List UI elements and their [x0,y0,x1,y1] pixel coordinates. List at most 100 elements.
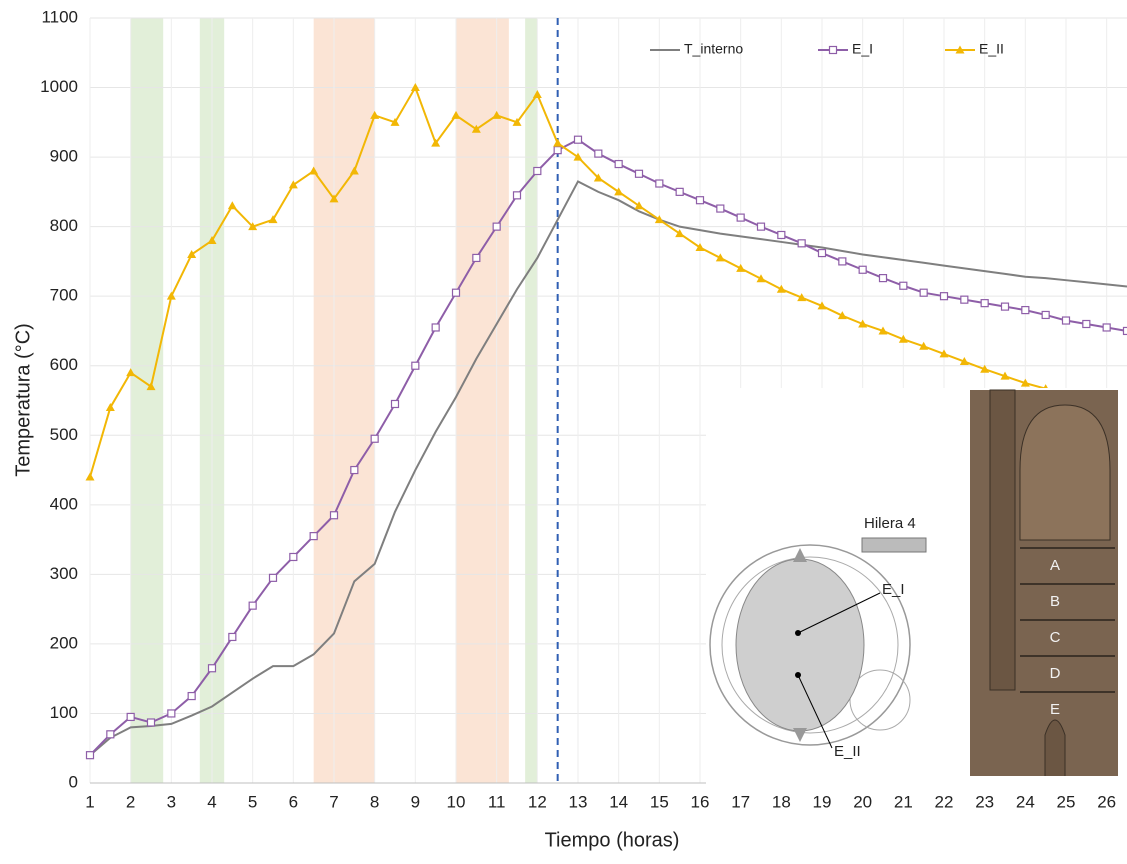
x-tick-label: 21 [894,792,913,811]
marker [920,289,927,296]
marker [310,533,317,540]
marker [493,223,500,230]
x-tick-label: 14 [609,792,628,811]
marker [758,223,765,230]
marker [900,282,907,289]
marker [1083,321,1090,328]
legend-entry: E_I [818,41,873,57]
x-tick-label: 2 [126,792,135,811]
x-tick-label: 5 [248,792,257,811]
chart: 0100200300400500600700800900100011001234… [0,0,1127,859]
row-label: Hilera 4 [864,515,916,532]
x-tick-label: 4 [207,792,216,811]
marker [1124,327,1127,334]
marker [229,633,236,640]
level-label: D [1050,665,1061,682]
marker [859,266,866,273]
x-tick-label: 24 [1016,792,1035,811]
marker [636,170,643,177]
marker [737,214,744,221]
marker [249,602,256,609]
marker [228,201,237,209]
x-tick-label: 11 [488,792,506,811]
probe-label: E_I [882,581,905,598]
y-tick-label: 100 [50,703,78,722]
marker [209,665,216,672]
marker [432,324,439,331]
level-label: A [1050,557,1060,574]
marker [371,435,378,442]
x-tick-label: 13 [569,792,588,811]
marker [1103,324,1110,331]
marker [676,188,683,195]
legend-entry: E_II [945,41,1004,57]
marker [778,231,785,238]
marker [168,710,175,717]
marker [514,192,521,199]
marker [290,553,297,560]
marker [981,300,988,307]
x-tick-label: 26 [1097,792,1116,811]
marker [270,574,277,581]
x-tick-label: 15 [650,792,669,811]
marker [656,180,663,187]
y-tick-label: 200 [50,633,78,652]
x-tick-label: 9 [411,792,420,811]
marker [1002,303,1009,310]
marker [697,197,704,204]
marker [127,713,134,720]
y-axis-label: Temperatura (°C) [12,323,34,477]
shaded-band [131,18,164,783]
x-tick-label: 1 [85,792,94,811]
shaded-band [314,18,375,783]
x-tick-label: 25 [1057,792,1076,811]
marker [188,693,195,700]
marker [830,47,837,54]
marker [880,275,887,282]
marker [553,139,562,147]
marker [87,752,94,759]
x-axis-label: Tiempo (horas) [545,829,680,851]
marker [534,168,541,175]
inset-diagram: Hilera 4 E_I E_II A B C D E [706,388,1127,786]
marker [453,289,460,296]
marker [86,473,95,481]
shaded-band [456,18,509,783]
x-tick-label: 7 [329,792,338,811]
dome [1020,405,1110,540]
x-tick-label: 17 [731,792,750,811]
probe-label: E_II [834,743,861,760]
x-tick-label: 20 [853,792,872,811]
x-tick-label: 18 [772,792,791,811]
marker [351,467,358,474]
marker [473,254,480,261]
x-tick-label: 23 [975,792,994,811]
marker [839,258,846,265]
chimney [990,390,1015,690]
legend-entry: T_interno [650,41,743,57]
level-label: C [1050,629,1061,646]
brick-stack [736,559,864,731]
marker [615,161,622,168]
legend-label: E_I [852,41,873,57]
marker [331,512,338,519]
marker [1022,307,1029,314]
marker [717,205,724,212]
marker [819,250,826,257]
x-tick-label: 10 [447,792,466,811]
level-label: B [1050,593,1060,610]
y-tick-label: 800 [50,216,78,235]
y-tick-label: 1000 [40,77,78,96]
x-tick-label: 16 [691,792,710,811]
x-tick-label: 22 [935,792,954,811]
shaded-band [525,18,537,783]
marker [1042,311,1049,318]
marker [1063,317,1070,324]
level-label: E [1050,701,1060,718]
marker [392,400,399,407]
y-tick-label: 900 [50,147,78,166]
y-tick-label: 500 [50,425,78,444]
marker [798,240,805,247]
marker [961,296,968,303]
x-tick-label: 12 [528,792,547,811]
